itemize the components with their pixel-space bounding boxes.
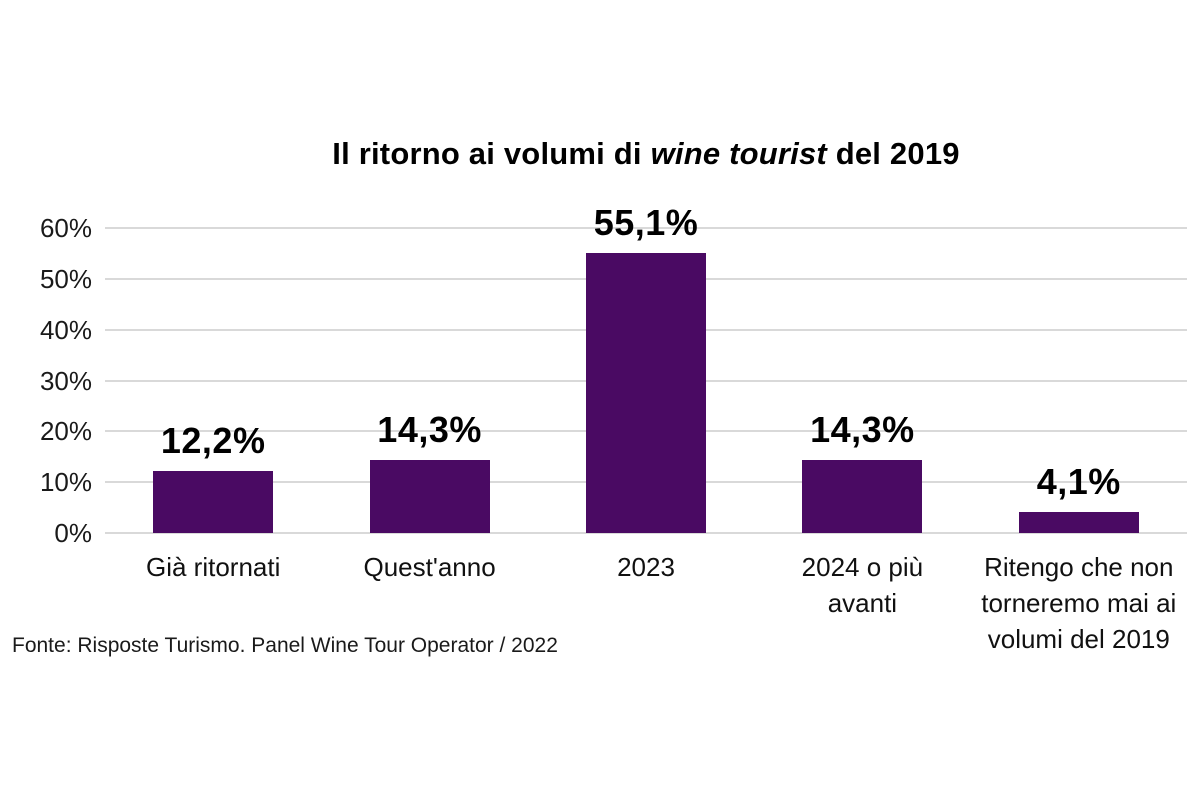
bar-2023 — [586, 252, 706, 533]
bar-Già ritornati — [153, 470, 274, 533]
x-category-label: 2024 o più avanti — [801, 552, 924, 618]
bar-value-label: 55,1% — [593, 201, 699, 243]
y-tick-label: 10% — [39, 467, 92, 498]
bar-Ritengo che non torneremo mai ai volumi del 2019 — [1018, 512, 1139, 533]
gridline-60% — [105, 227, 1187, 229]
y-tick-label: 0% — [54, 518, 92, 548]
x-category-label: Quest'anno — [363, 552, 496, 582]
x-category-label: 2023 — [617, 552, 675, 582]
bar-value-label: 14,3% — [377, 409, 482, 451]
bar-value-label: 12,2% — [160, 419, 266, 461]
chart-title: Il ritorno ai volumi di wine tourist del… — [105, 136, 1187, 172]
source-note: Fonte: Risposte Turismo. Panel Wine Tour… — [12, 634, 558, 657]
chart-title-italic: wine tourist — [650, 136, 827, 171]
x-category-label: Già ritornati — [145, 552, 281, 582]
bar-Quest'anno — [369, 460, 490, 533]
y-tick-label: 40% — [39, 314, 92, 345]
x-category-label: Ritengo che non torneremo mai ai volumi … — [981, 552, 1177, 654]
gridline-0% — [105, 532, 1187, 534]
y-tick-label: 20% — [39, 416, 92, 447]
y-tick-label: 50% — [39, 263, 92, 294]
y-tick-label: 30% — [39, 365, 92, 396]
chart-title-suffix: del 2019 — [826, 136, 960, 171]
y-tick-label: 60% — [39, 213, 92, 243]
bar-value-label: 4,1% — [1036, 461, 1121, 503]
bar-2024 o più avanti — [802, 460, 923, 533]
chart-title-prefix: Il ritorno ai volumi di — [332, 136, 651, 171]
bar-value-label: 14,3% — [810, 409, 915, 451]
